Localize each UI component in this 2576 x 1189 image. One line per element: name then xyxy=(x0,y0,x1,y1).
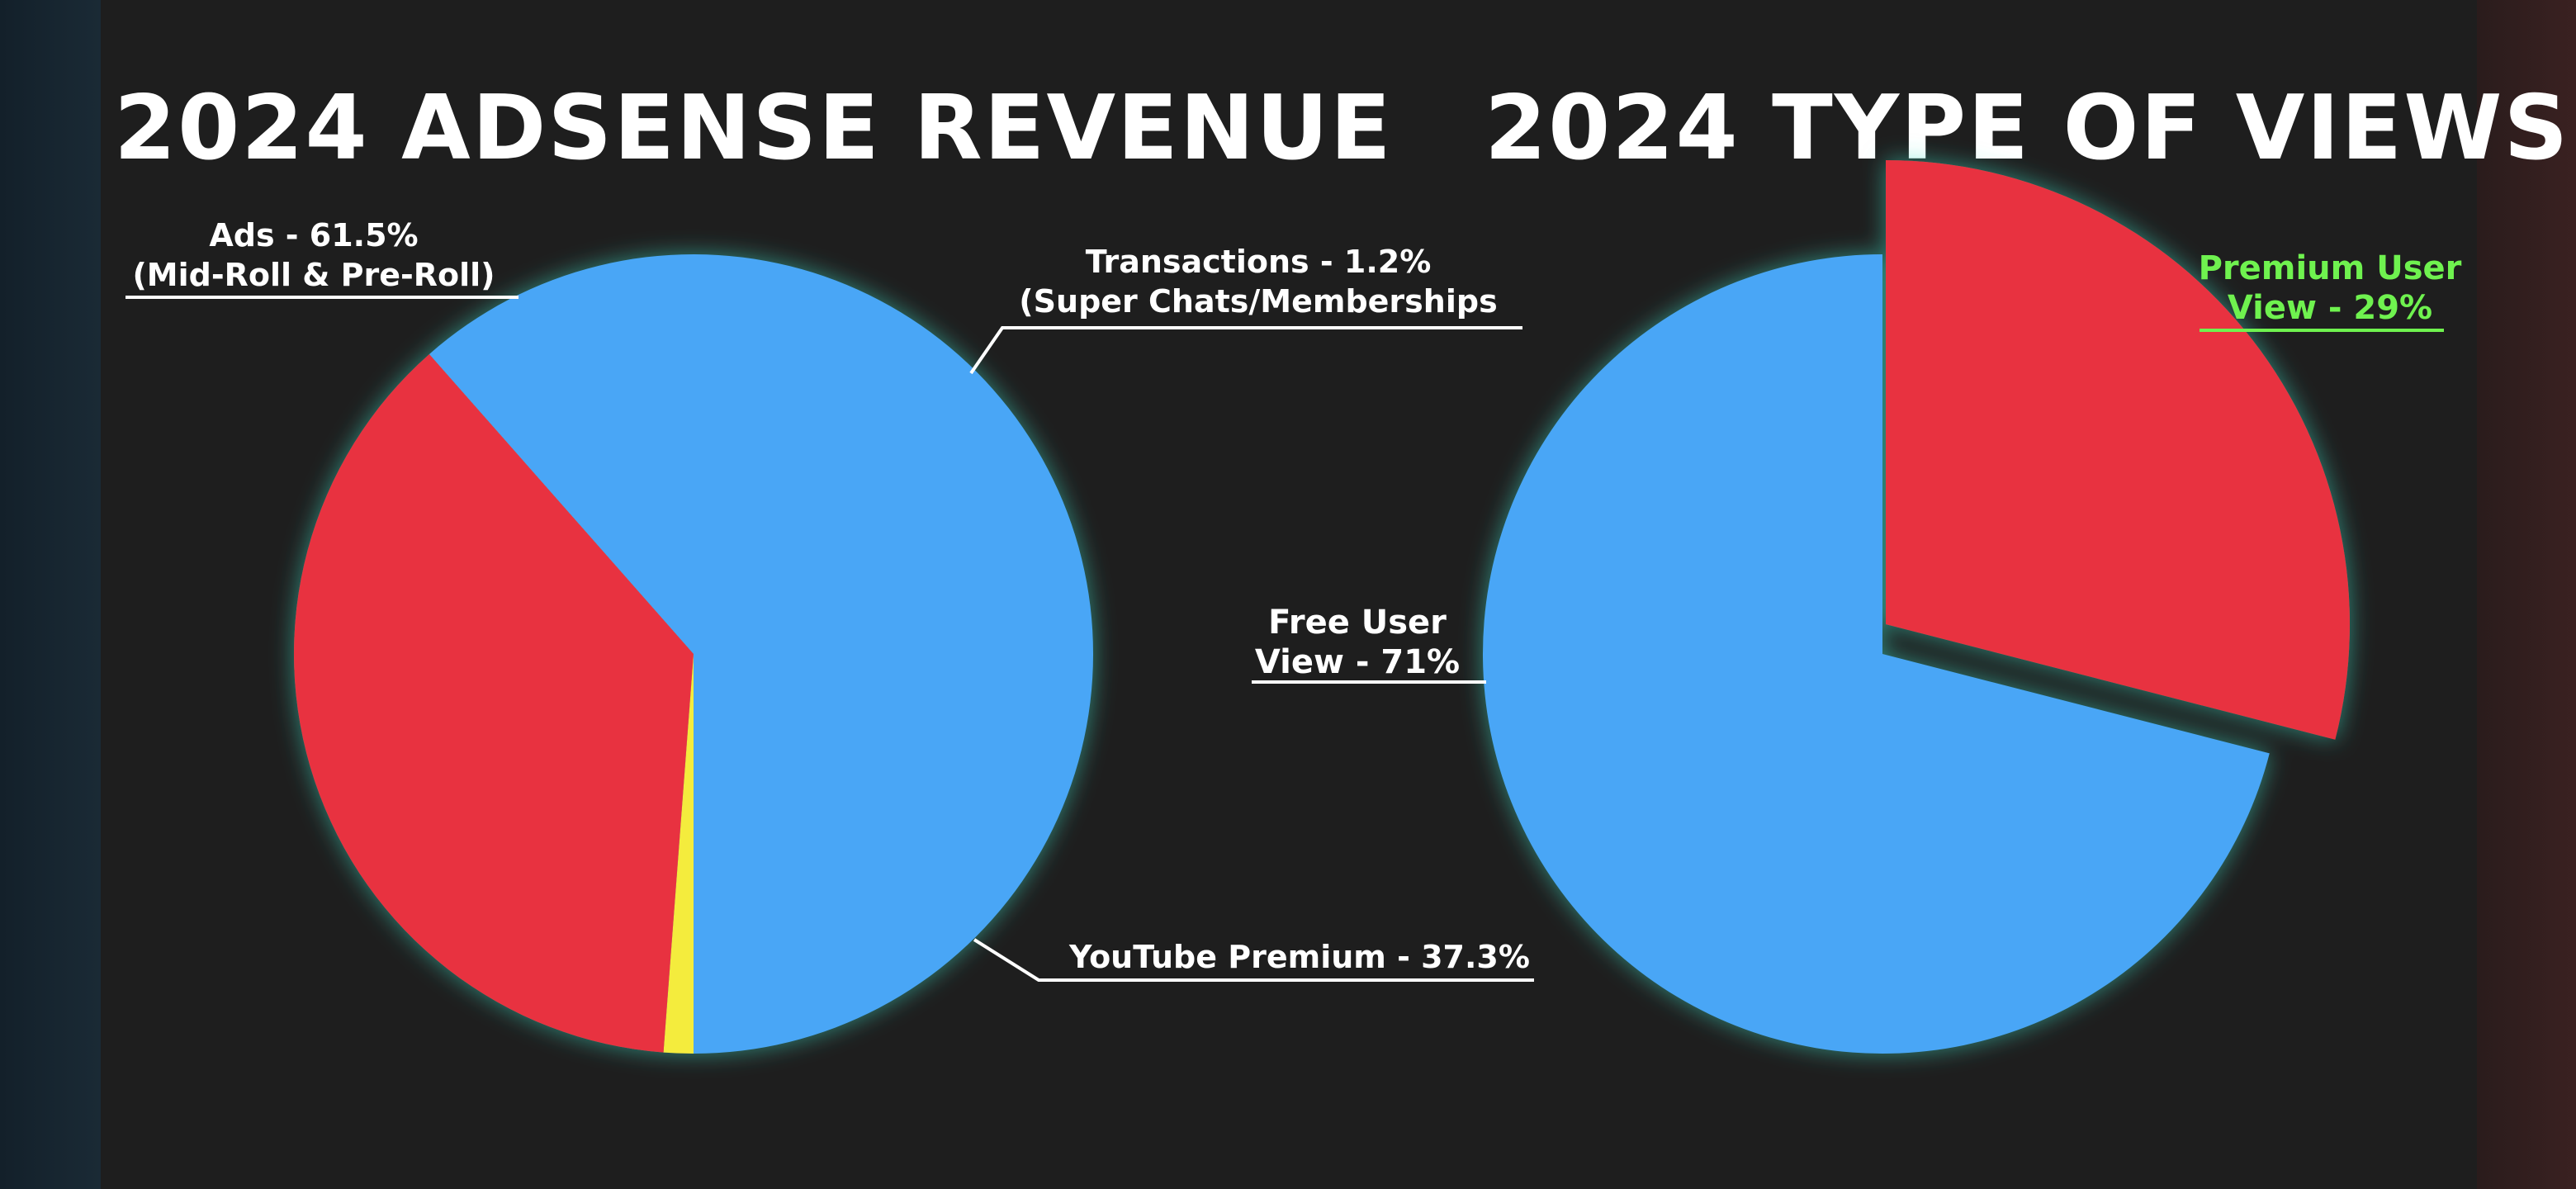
ads-slice xyxy=(429,253,1094,1054)
type-of-views-chart: 2024 TYPE OF VIEWS Premium User View - 2… xyxy=(1252,77,2569,1054)
right-edge-strip xyxy=(2477,0,2576,1189)
adsense-pie xyxy=(294,253,1094,1054)
free-view-slice xyxy=(1482,254,2270,1054)
free-view-slice-label: Free User xyxy=(1268,604,1447,642)
youtube-premium-slice xyxy=(294,353,694,1053)
adsense-chart-title: 2024 ADSENSE REVENUE xyxy=(114,77,1393,180)
transactions-slice xyxy=(663,654,694,1054)
free-view-slice-sublabel: View - 71% xyxy=(1255,643,1460,681)
adsense-revenue-chart: 2024 ADSENSE REVENUE Ads - 61.5% (Mid-Ro… xyxy=(114,77,1534,1054)
ads-slice-sublabel: (Mid-Roll & Pre-Roll) xyxy=(132,257,495,293)
ads-slice-label: Ads - 61.5% xyxy=(209,217,418,253)
views-chart-title: 2024 TYPE OF VIEWS xyxy=(1485,77,2569,180)
views-pie xyxy=(1482,160,2350,1054)
youtube-premium-leader-line xyxy=(973,938,1534,982)
premium-view-slice xyxy=(1886,160,2350,740)
premium-view-slice-label: Premium User xyxy=(2199,249,2462,287)
transactions-leader-line xyxy=(969,326,1522,375)
left-edge-strip xyxy=(0,0,101,1189)
youtube-premium-slice-label: YouTube Premium - 37.3% xyxy=(1068,939,1530,975)
transactions-slice-sublabel: (Super Chats/Memberships xyxy=(1019,283,1497,320)
transactions-slice-label: Transactions - 1.2% xyxy=(1086,244,1432,280)
premium-view-slice-sublabel: View - 29% xyxy=(2228,289,2432,327)
